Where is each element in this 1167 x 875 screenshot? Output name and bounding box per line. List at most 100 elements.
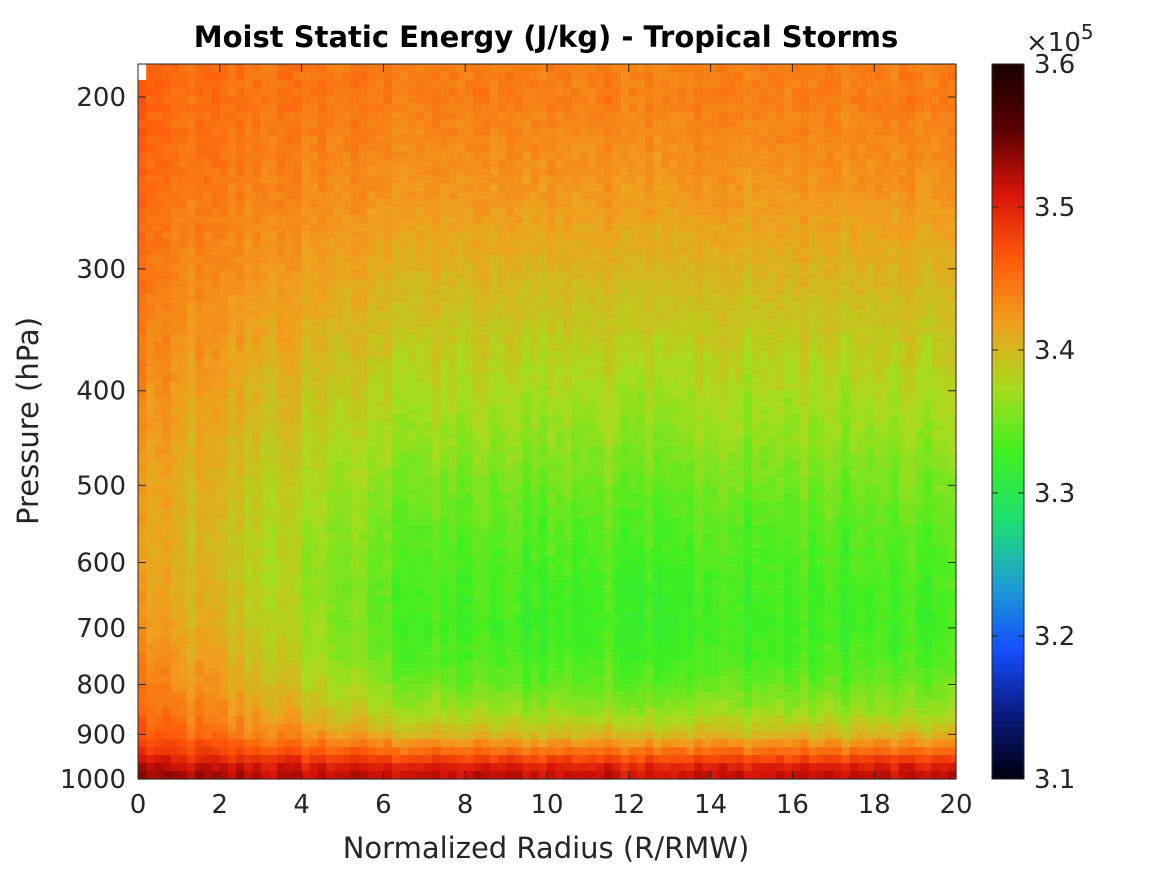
heatmap-cell — [399, 437, 409, 446]
heatmap-cell — [211, 151, 221, 160]
heatmap-cell — [857, 151, 867, 160]
heatmap-cell — [579, 326, 589, 335]
heatmap-cell — [923, 453, 933, 462]
heatmap-cell — [522, 262, 532, 272]
heatmap-cell — [522, 278, 532, 288]
heatmap-cell — [301, 64, 311, 73]
heatmap-cell — [890, 397, 900, 407]
heatmap-cell — [702, 413, 712, 423]
heatmap-cell — [710, 111, 720, 121]
heatmap-cell — [587, 437, 597, 446]
heatmap-cell — [661, 421, 671, 431]
heatmap-cell — [620, 199, 630, 208]
heatmap-cell — [792, 421, 802, 431]
heatmap-cell — [547, 119, 556, 129]
heatmap-cell — [604, 175, 614, 184]
heatmap-cell — [301, 357, 311, 367]
heatmap-cell — [293, 373, 303, 383]
heatmap-cell — [514, 167, 524, 176]
heatmap-cell — [702, 294, 712, 303]
heatmap-cell — [260, 365, 270, 375]
heatmap-cell — [645, 397, 654, 407]
heatmap-cell — [563, 262, 573, 272]
heatmap-cell — [939, 167, 949, 176]
heatmap-cell — [301, 381, 311, 391]
heatmap-cell — [285, 71, 295, 81]
heatmap-cell — [825, 302, 834, 311]
heatmap-cell — [342, 350, 352, 359]
heatmap-cell — [612, 214, 622, 224]
heatmap-cell — [579, 373, 589, 383]
heatmap-cell — [309, 318, 319, 327]
heatmap-cell — [358, 302, 368, 311]
heatmap-cell — [530, 445, 540, 454]
heatmap-cell — [841, 310, 851, 319]
heatmap-cell — [776, 270, 785, 280]
heatmap-cell — [211, 143, 221, 152]
heatmap-cell — [931, 95, 941, 105]
heatmap-cell — [170, 111, 180, 121]
heatmap-cell — [326, 405, 335, 415]
heatmap-cell — [440, 191, 450, 200]
heatmap-cell — [317, 71, 327, 81]
heatmap-cell — [710, 310, 720, 319]
heatmap-cell — [939, 71, 949, 81]
heatmap-cell — [211, 262, 221, 272]
heatmap-cell — [211, 445, 221, 454]
heatmap-cell — [375, 111, 384, 121]
heatmap-cell — [808, 350, 818, 359]
heatmap-cell — [383, 381, 393, 391]
heatmap-cell — [677, 270, 687, 280]
heatmap-cell — [530, 191, 540, 200]
heatmap-cell — [841, 389, 851, 399]
heatmap-cell — [514, 119, 524, 129]
heatmap-cell — [457, 222, 466, 232]
heatmap-cell — [187, 222, 196, 232]
heatmap-cell — [154, 397, 164, 407]
heatmap-cell — [317, 453, 327, 462]
heatmap-cell — [833, 326, 843, 335]
heatmap-cell — [424, 191, 434, 200]
heatmap-cell — [211, 357, 221, 367]
heatmap-cell — [252, 302, 262, 311]
heatmap-cell — [726, 318, 736, 327]
heatmap-cell — [350, 111, 360, 121]
heatmap-cell — [465, 119, 474, 129]
heatmap-cell — [178, 175, 188, 184]
heatmap-cell — [677, 310, 687, 319]
heatmap-cell — [432, 183, 442, 192]
heatmap-cell — [906, 270, 916, 280]
heatmap-cell — [587, 87, 597, 97]
heatmap-cell — [236, 302, 245, 311]
heatmap-cell — [187, 71, 196, 81]
heatmap-cell — [367, 183, 376, 192]
heatmap-cell — [162, 214, 172, 224]
heatmap-cell — [383, 453, 393, 462]
heatmap-cell — [915, 64, 924, 73]
heatmap-cell — [211, 326, 221, 335]
heatmap-cell — [636, 230, 646, 240]
heatmap-cell — [309, 413, 319, 423]
heatmap-cell — [162, 246, 172, 256]
heatmap-cell — [309, 445, 319, 454]
heatmap-cell — [898, 413, 908, 423]
heatmap-cell — [342, 357, 352, 367]
heatmap-cell — [792, 318, 802, 327]
heatmap-cell — [146, 87, 155, 97]
heatmap-cell — [195, 262, 205, 272]
heatmap-cell — [489, 71, 499, 81]
heatmap-cell — [203, 405, 213, 415]
heatmap-cell — [260, 302, 270, 311]
heatmap-cell — [219, 214, 229, 224]
heatmap-cell — [628, 79, 638, 89]
heatmap-cell — [530, 143, 540, 152]
heatmap-cell — [776, 373, 785, 383]
heatmap-cell — [923, 79, 933, 89]
heatmap-cell — [383, 64, 393, 73]
heatmap-cell — [743, 230, 753, 240]
heatmap-cell — [350, 95, 360, 105]
heatmap-cell — [735, 191, 744, 200]
heatmap-cell — [792, 87, 802, 97]
heatmap-cell — [628, 278, 638, 288]
heatmap-cell — [358, 143, 368, 152]
